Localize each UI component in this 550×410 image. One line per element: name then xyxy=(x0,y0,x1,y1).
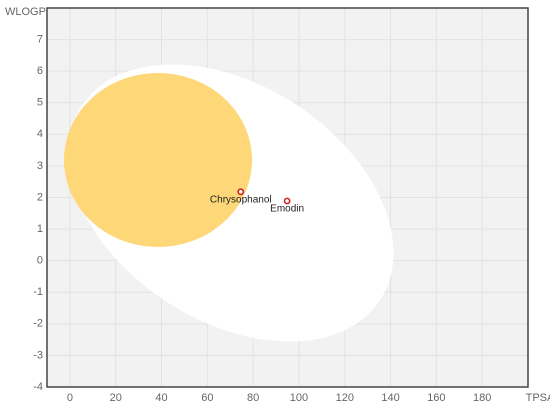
x-axis-label: TPSA xyxy=(526,392,550,404)
y-tick-label: 7 xyxy=(37,33,43,45)
y-tick-label: 3 xyxy=(37,160,43,172)
point xyxy=(237,188,245,196)
y-tick-label: -1 xyxy=(33,286,43,298)
y-tick-label: 1 xyxy=(37,223,43,235)
y-tick-label: -3 xyxy=(33,349,43,361)
x-tick-label: 160 xyxy=(427,392,445,404)
y-tick-label: 4 xyxy=(37,128,43,140)
y-tick-label: 0 xyxy=(37,255,43,267)
x-tick-label: 120 xyxy=(336,392,354,404)
y-tick-label: 5 xyxy=(37,97,43,109)
yolk-region xyxy=(64,73,252,247)
x-tick-label: 80 xyxy=(247,392,259,404)
x-tick-label: 40 xyxy=(155,392,167,404)
x-tick-label: 60 xyxy=(201,392,213,404)
point-label: Emodin xyxy=(270,204,304,215)
x-tick-label: 0 xyxy=(67,392,73,404)
point-label: Chrysophanol xyxy=(210,194,272,205)
y-axis-label: WLOGP xyxy=(5,6,46,18)
x-tick-label: 140 xyxy=(381,392,399,404)
x-tick-label: 100 xyxy=(290,392,308,404)
y-tick-label: 2 xyxy=(37,191,43,203)
y-tick-label: -4 xyxy=(33,381,43,393)
y-tick-label: -2 xyxy=(33,318,43,330)
point xyxy=(283,197,291,205)
x-tick-label: 20 xyxy=(110,392,122,404)
y-tick-label: 6 xyxy=(37,65,43,77)
plot-border xyxy=(46,7,529,388)
x-tick-label: 180 xyxy=(473,392,491,404)
